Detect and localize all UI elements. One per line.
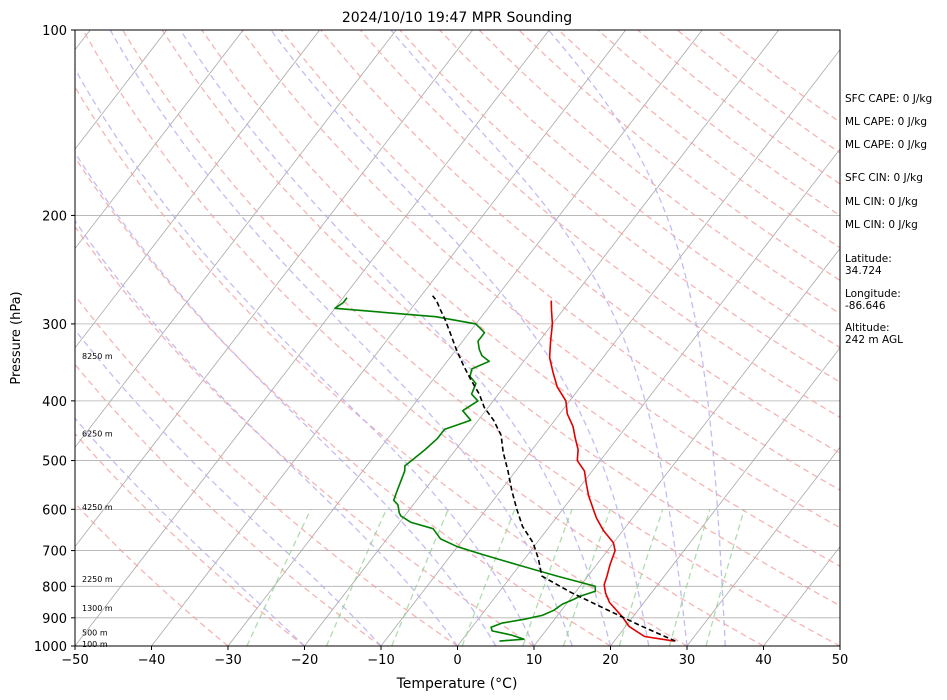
stat-label: ML CIN: 0 J/kg — [845, 196, 918, 208]
stat-label: ML CAPE: 0 J/kg — [845, 116, 928, 128]
y-tick-label: 600 — [42, 503, 67, 518]
moist-adiabat-line — [75, 151, 497, 646]
y-tick-label: 800 — [42, 580, 67, 595]
isotherm-line — [227, 30, 703, 646]
dry-adiabat-line — [122, 30, 840, 646]
height-label: 8250 m — [82, 352, 113, 361]
x-tick-label: 10 — [526, 653, 543, 668]
y-tick-label: 300 — [42, 318, 67, 333]
dry-adiabat-line — [161, 30, 840, 607]
x-axis: −50 −40 −30 −20 −10 0 10 20 30 40 50 — [61, 646, 848, 668]
isotherm-line — [75, 30, 321, 349]
x-tick-label: 30 — [679, 653, 696, 668]
chart-title: 2024/10/10 19:47 MPR Sounding — [342, 10, 572, 26]
x-tick-label: −20 — [291, 653, 318, 668]
x-tick-label: −30 — [214, 653, 241, 668]
moist-adiabat-line — [390, 30, 688, 646]
mixing-ratio-line — [325, 509, 387, 646]
y-tick-label: 100 — [42, 24, 67, 39]
moist-adiabat-line — [270, 30, 650, 646]
isotherm-line — [304, 30, 780, 646]
y-tick-label: 500 — [42, 455, 67, 470]
x-tick-label: −40 — [138, 653, 165, 668]
isotherm-line — [151, 30, 627, 646]
dry-adiabat-line — [399, 30, 840, 383]
moist-adiabat-line — [75, 67, 535, 646]
isotherm-line — [380, 49, 840, 646]
moist-adiabat-line — [547, 30, 726, 646]
isotherm-line — [75, 30, 397, 448]
x-tick-label: 40 — [755, 653, 772, 668]
moist-adiabat-line — [109, 30, 573, 646]
dry-adiabat-line — [359, 30, 840, 419]
y-tick-label: 700 — [42, 545, 67, 560]
isotherm-line — [686, 446, 840, 646]
height-labels: 100 m 500 m 1300 m 2250 m 4250 m 6250 m 8250 m — [82, 352, 113, 649]
dry-adiabat-line — [75, 85, 688, 646]
mixing-ratio-line — [461, 509, 516, 646]
y-axis-label: Pressure (hPa) — [9, 291, 24, 384]
stat-label: Longitude: -86.646 — [845, 288, 901, 312]
dry-adiabat-line — [75, 432, 305, 646]
moist-adiabat-line — [75, 328, 382, 646]
stat-label: SFC CAPE: 0 J/kg — [845, 93, 933, 105]
isotherm-line — [75, 30, 550, 646]
mixing-ratio-line — [391, 509, 449, 646]
mixing-ratio-line — [668, 509, 711, 646]
dewpoint-line — [334, 297, 597, 642]
temperature-line — [548, 300, 675, 642]
y-tick-label: 1000 — [34, 640, 67, 655]
mixing-ratio-line — [522, 509, 573, 646]
x-tick-label: −10 — [367, 653, 394, 668]
height-label: 1300 m — [82, 604, 113, 613]
x-tick-label: 50 — [832, 653, 849, 668]
height-label: 2250 m — [82, 575, 113, 584]
mixing-ratio-line — [705, 509, 745, 646]
dry-adiabat-line — [75, 294, 458, 646]
x-tick-label: −50 — [61, 653, 88, 668]
isotherm-line — [610, 347, 840, 646]
stat-label: SFC CIN: 0 J/kg — [845, 172, 923, 184]
dry-adiabat-line — [240, 30, 840, 529]
x-tick-label: 0 — [453, 653, 461, 668]
background-lines — [75, 30, 840, 646]
x-tick-label: 20 — [602, 653, 619, 668]
y-tick-label: 900 — [42, 612, 67, 627]
isotherm-line — [75, 30, 244, 250]
height-label: 100 m — [82, 640, 108, 649]
stat-label: ML CIN: 0 J/kg — [845, 219, 918, 231]
stat-label: Altitude: 242 m AGL — [845, 322, 903, 346]
dry-adiabat-line — [82, 30, 764, 646]
dry-adiabat-line — [75, 363, 382, 646]
mixing-ratio-line — [562, 509, 611, 646]
y-tick-label: 400 — [42, 395, 67, 410]
moist-adiabat-line — [75, 417, 305, 646]
height-label: 6250 m — [82, 430, 113, 439]
isotherm-line — [75, 30, 474, 548]
mixing-ratio-line — [246, 509, 312, 646]
dry-adiabat-line — [439, 30, 840, 349]
stat-label: Latitude: 34.724 — [845, 253, 892, 277]
y-axis: 100 200 300 400 500 600 700 800 900 1000 — [34, 24, 75, 655]
moist-adiabat-line — [179, 30, 612, 646]
dry-adiabat-line — [201, 30, 840, 567]
dry-adiabat-line — [280, 30, 840, 491]
profile-lines — [334, 295, 676, 642]
moist-adiabat-line — [75, 219, 459, 646]
stat-label: ML CAPE: 0 J/kg — [845, 139, 928, 151]
height-label: 500 m — [82, 628, 108, 637]
dry-adiabat-line — [75, 225, 535, 646]
y-tick-label: 200 — [42, 209, 67, 224]
parcel-profile-line — [431, 295, 676, 642]
isotherm-line — [75, 30, 168, 150]
height-label: 4250 m — [82, 503, 113, 512]
isotherm-line — [457, 148, 840, 646]
mixing-ratio-line — [618, 509, 664, 646]
plot-frame — [74, 29, 841, 647]
dry-adiabat-line — [75, 156, 611, 646]
x-axis-label: Temperature (°C) — [396, 676, 518, 692]
